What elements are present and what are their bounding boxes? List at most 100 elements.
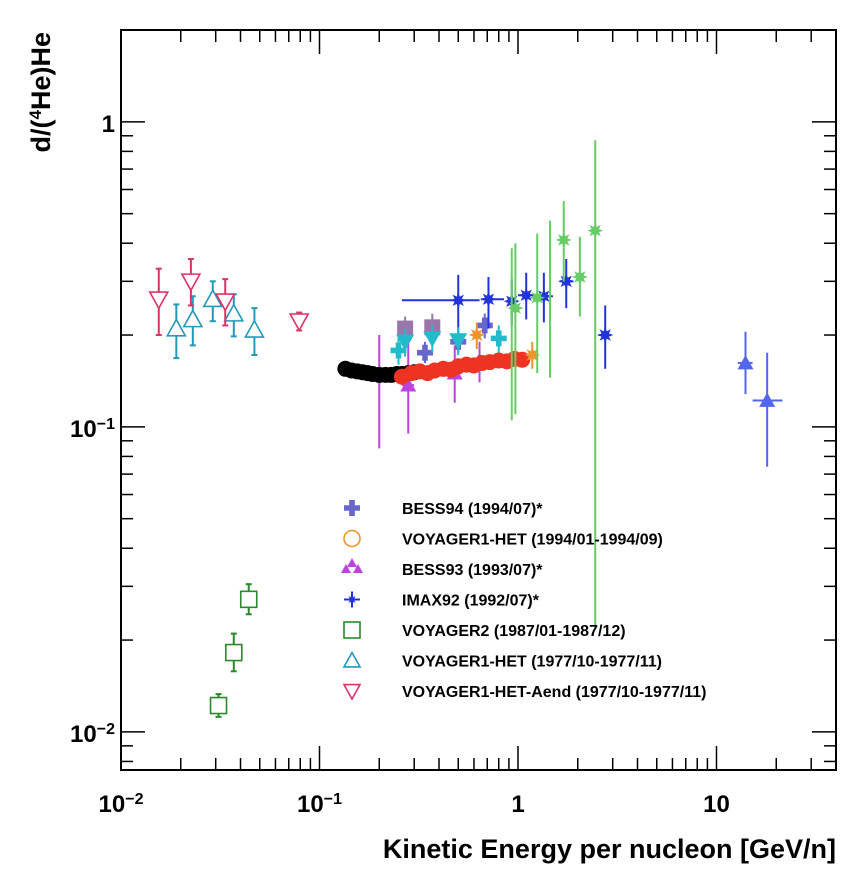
data-point: [244, 307, 265, 357]
x-tick-label-exp: −1: [324, 791, 342, 808]
x-tick-label-base: 10: [297, 791, 324, 818]
marker-open-circle: [343, 529, 361, 548]
marker-open-triangle-up: [165, 317, 187, 337]
data-series-layer: [148, 140, 783, 718]
x-tick-label-base: 10: [99, 791, 126, 818]
marker-star: [597, 327, 614, 343]
data-point: [517, 272, 538, 320]
data-point: [180, 258, 202, 307]
x-tick-label: 10: [703, 791, 730, 818]
x-tick-label: 10−2: [99, 791, 144, 819]
y-axis-title: d/(4He)He: [26, 32, 57, 153]
data-point: [288, 311, 310, 332]
marker-cross: [344, 500, 361, 516]
marker-triangle-up: [341, 564, 351, 573]
legend-label: VOYAGER1-HET-Aend (1977/10-1977/11): [402, 684, 706, 701]
data-point: [400, 338, 417, 434]
legend-entry: BESS93 (1993/07)*: [341, 558, 543, 579]
marker-triangle-up: [759, 392, 776, 407]
marker-cross: [416, 344, 433, 361]
marker-open-triangle-down: [288, 313, 310, 332]
data-point: [214, 278, 236, 327]
data-point: [514, 351, 531, 368]
marker-circle: [514, 351, 531, 368]
legend-entry: VOYAGER1-HET (1977/10-1977/11): [342, 650, 662, 671]
data-point: [597, 305, 614, 369]
series-voyager1-het-aend-1977-10-1977-11: [148, 258, 310, 337]
marker-star: [571, 269, 588, 285]
series-blue-triangles-high: [737, 331, 783, 467]
legend-label: BESS94 (1994/07)*: [402, 501, 543, 518]
data-point: [202, 280, 224, 323]
data-point: [480, 276, 504, 329]
marker-star: [558, 273, 575, 290]
marker-open-triangle-up: [342, 650, 362, 668]
marker-cross: [390, 342, 407, 359]
data-point: [390, 337, 407, 365]
y-tick-label: 10−1: [70, 415, 115, 443]
series-cyan-crosses: [390, 325, 507, 365]
series-green-error-lines: [510, 220, 552, 421]
data-point: [209, 693, 228, 718]
legend-entry: IMAX92 (1992/07)*: [344, 591, 540, 610]
marker-star: [555, 231, 572, 248]
y-tick-label: 10−2: [70, 720, 115, 748]
data-point: [507, 243, 524, 415]
data-point: [224, 632, 243, 673]
series-green-stars: [507, 140, 604, 628]
data-point: [737, 331, 754, 395]
series-voyager1-het-1977-10-1977-11: [165, 280, 265, 360]
marker-star: [450, 292, 467, 309]
legend-entry: VOYAGER1-HET-Aend (1977/10-1977/11): [342, 683, 706, 701]
legend-label: VOYAGER1-HET (1977/10-1977/11): [402, 654, 662, 671]
marker-triangle-up: [400, 377, 417, 392]
marker-open-triangle-up: [223, 303, 245, 322]
legend-label: VOYAGER2 (1987/01-1987/12): [402, 623, 626, 640]
series-voyager2-1987-01-1987-12: [209, 583, 258, 718]
data-point: [371, 335, 388, 449]
series-red-band: [393, 350, 531, 385]
marker-star: [518, 287, 535, 304]
series-cyan-triangles: [396, 325, 468, 357]
data-point: [165, 303, 187, 360]
marker-cross: [490, 330, 507, 347]
marker-star: [468, 327, 485, 343]
data-point: [752, 352, 783, 467]
legend-entry: VOYAGER2 (1987/01-1987/12): [343, 621, 626, 640]
x-tick-label-exp: −2: [125, 791, 143, 808]
marker-triangle-down: [423, 331, 442, 348]
data-point: [587, 140, 604, 628]
marker-star: [347, 594, 357, 605]
data-point: [555, 201, 572, 282]
marker-triangle-down: [449, 333, 468, 350]
marker-open-square: [239, 590, 258, 609]
marker-cross: [476, 317, 493, 334]
data-point: [423, 325, 442, 353]
marker-triangle-up: [347, 558, 357, 567]
legend-entry: BESS94 (1994/07)*: [344, 500, 543, 518]
marker-open-square: [224, 643, 243, 662]
legend-label: VOYAGER1-HET (1994/01-1994/09): [402, 532, 663, 549]
legend: BESS94 (1994/07)* VOYAGER1-HET (1994/01-1…: [341, 500, 706, 701]
marker-triangle-up: [737, 354, 754, 370]
legend-label: BESS93 (1993/07)*: [402, 562, 543, 579]
marker-open-triangle-up: [202, 288, 224, 308]
data-point: [416, 341, 433, 363]
marker-triangle-down: [396, 334, 415, 351]
x-tick-label: 1: [511, 791, 524, 818]
y-axis-title-sup: 4: [26, 110, 45, 120]
marker-open-triangle-down: [180, 273, 202, 292]
x-axis-title: Kinetic Energy per nucleon [GeV/n]: [383, 834, 836, 864]
y-tick-label: 1: [102, 111, 115, 138]
data-point: [148, 267, 170, 337]
y-axis-title-suffix: He)He: [26, 32, 56, 110]
marker-open-triangle-down: [214, 293, 236, 312]
data-point: [490, 325, 507, 353]
marker-open-triangle-up: [182, 308, 204, 328]
data-point: [239, 583, 258, 616]
marker-open-square: [209, 696, 228, 715]
y-tick-label-exp: −1: [97, 415, 115, 432]
marker-open-triangle-up: [244, 319, 265, 338]
data-point: [401, 274, 480, 336]
